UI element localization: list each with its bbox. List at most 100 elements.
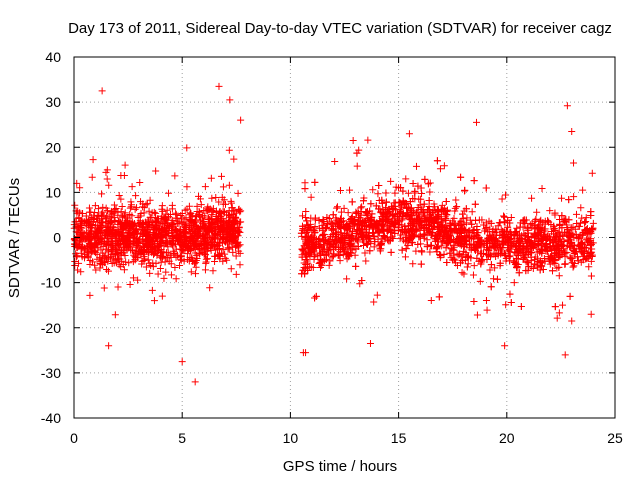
data-point <box>152 167 160 175</box>
data-point <box>336 239 344 247</box>
data-point <box>178 210 186 218</box>
data-point <box>414 182 422 190</box>
data-point <box>171 264 179 272</box>
data-point <box>524 233 532 241</box>
data-point <box>144 256 152 264</box>
data-point <box>468 220 476 228</box>
data-point <box>327 218 335 226</box>
data-point <box>435 293 443 301</box>
data-point <box>119 239 127 247</box>
data-point <box>303 217 311 225</box>
data-point <box>491 264 499 272</box>
data-point <box>443 259 451 267</box>
data-point <box>421 230 429 238</box>
data-point <box>71 201 79 209</box>
data-point <box>501 342 509 350</box>
data-point <box>135 236 143 244</box>
data-point <box>406 198 414 206</box>
data-point <box>398 212 406 220</box>
data-point <box>361 249 369 257</box>
data-point <box>478 250 486 258</box>
data-point <box>541 242 549 250</box>
data-point <box>88 224 96 232</box>
data-point <box>121 252 129 260</box>
data-point <box>107 207 115 215</box>
data-point <box>312 292 320 300</box>
data-point <box>172 275 180 283</box>
data-point <box>519 217 527 225</box>
data-point <box>358 203 366 211</box>
data-point <box>141 245 149 253</box>
data-point <box>117 195 125 203</box>
data-point <box>329 252 337 260</box>
data-point <box>325 261 333 269</box>
data-point <box>487 219 495 227</box>
data-point <box>115 192 123 200</box>
data-point <box>432 245 440 253</box>
data-point <box>141 255 149 263</box>
y-tick-label: -30 <box>41 365 61 381</box>
data-point <box>539 265 547 273</box>
data-point <box>199 231 207 239</box>
data-point <box>450 214 458 222</box>
data-point <box>190 260 198 268</box>
axis-ticks <box>73 56 616 419</box>
data-point <box>578 248 586 256</box>
data-point <box>463 253 471 261</box>
data-point <box>301 226 309 234</box>
data-point <box>471 246 479 254</box>
data-point <box>359 234 367 242</box>
data-point <box>413 216 421 224</box>
data-point <box>561 260 569 268</box>
data-point <box>559 301 567 309</box>
data-point <box>349 222 357 230</box>
data-point <box>129 274 137 282</box>
data-point <box>537 239 545 247</box>
data-point <box>423 243 431 251</box>
data-point <box>361 218 369 226</box>
data-point <box>506 290 514 298</box>
data-point <box>116 226 124 234</box>
data-point <box>298 222 306 230</box>
data-point <box>121 219 129 227</box>
data-point <box>203 243 211 251</box>
data-point <box>103 265 111 273</box>
data-point <box>587 310 595 318</box>
data-point <box>92 266 100 274</box>
data-point <box>98 219 106 227</box>
data-point <box>537 245 545 253</box>
data-point <box>473 311 481 319</box>
data-point <box>119 212 127 220</box>
data-point <box>525 263 533 271</box>
data-point <box>507 298 515 306</box>
data-point <box>320 218 328 226</box>
data-point <box>198 248 206 256</box>
data-point <box>464 260 472 268</box>
data-point <box>189 240 197 248</box>
data-point <box>342 223 350 231</box>
x-tick-label: 10 <box>283 430 299 446</box>
data-point <box>226 213 234 221</box>
data-point <box>171 172 179 180</box>
data-point <box>545 218 553 226</box>
data-point <box>506 219 514 227</box>
data-point <box>398 246 406 254</box>
data-point <box>505 247 513 255</box>
data-point <box>415 195 423 203</box>
data-point <box>470 262 478 270</box>
data-point <box>311 244 319 252</box>
data-point <box>181 206 189 214</box>
data-point <box>354 217 362 225</box>
data-point <box>213 242 221 250</box>
data-point <box>186 209 194 217</box>
data-point <box>319 248 327 256</box>
data-point <box>315 249 323 257</box>
data-point <box>349 136 357 144</box>
data-point <box>549 267 557 275</box>
y-tick-label: 10 <box>45 184 61 200</box>
x-tick-label: 20 <box>499 430 515 446</box>
data-point <box>550 257 558 265</box>
data-point <box>445 233 453 241</box>
data-point <box>193 255 201 263</box>
data-point <box>552 243 560 251</box>
